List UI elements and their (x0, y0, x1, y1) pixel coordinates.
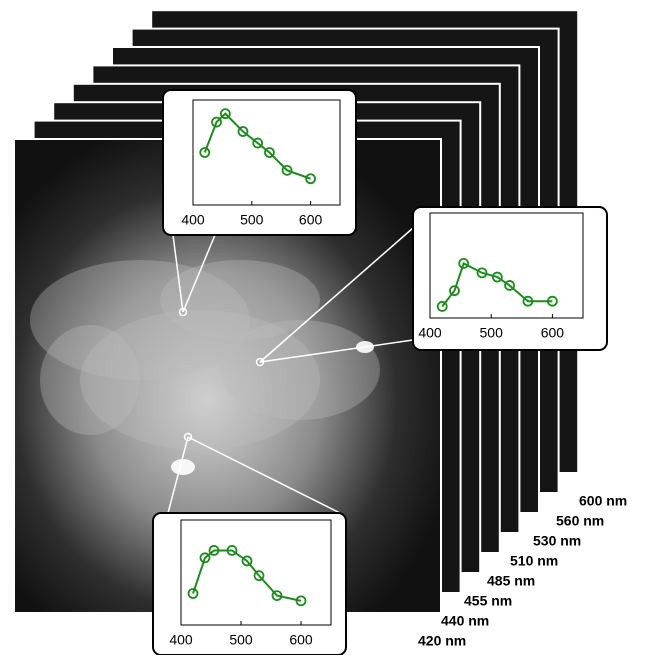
layer-label: 485 nm (487, 573, 535, 589)
layer-label: 510 nm (510, 553, 558, 569)
x-tick-label: 400 (181, 212, 205, 228)
leader-line (187, 436, 341, 514)
spectrum-point (271, 590, 283, 601)
spectrum-point (219, 108, 231, 120)
layer-label: 440 nm (441, 613, 489, 629)
leader-line (259, 339, 414, 363)
roi-marker (183, 432, 193, 442)
spectrum-point (491, 271, 503, 283)
spectrum-point (504, 280, 515, 291)
spectrum-point (241, 555, 253, 567)
x-tick-label: 600 (299, 212, 323, 228)
spectrum-point (226, 545, 238, 556)
spectrum-point (237, 126, 249, 137)
tissue (80, 310, 320, 450)
spectrum-point (547, 295, 558, 307)
plot-area (429, 212, 584, 319)
insets: 400 500 600 400 500 600 400 500 600 (152, 89, 608, 656)
spectrum-point (264, 147, 275, 158)
tissue (160, 260, 320, 340)
layer-label: 560 nm (556, 513, 604, 529)
spectrum-point (458, 257, 470, 269)
spectrum-point (199, 552, 211, 564)
image-stack: 600 nm 560 nm 530 nm 510 nm 485 nm 455 nm 440 … (13, 9, 627, 649)
spectrum-point (253, 570, 265, 582)
tissue (30, 260, 250, 380)
leader-line (167, 436, 189, 514)
spectrum-point (199, 147, 211, 158)
tissue (220, 320, 380, 420)
leader-line (182, 234, 216, 313)
leader-line (172, 234, 184, 313)
spectrum-point (436, 301, 448, 312)
x-tick-label: 500 (240, 212, 264, 228)
spectrum-point (281, 164, 293, 176)
spectrum-point (305, 173, 317, 185)
spectrum-point (208, 545, 220, 556)
spectrum-point (295, 595, 307, 607)
spectrum-point (252, 137, 264, 149)
layer-label: 600 nm (579, 493, 627, 509)
spectrum-point (476, 267, 488, 279)
plot-area (192, 99, 341, 206)
x-tick-label: 400 (418, 325, 442, 341)
spectrum-point (522, 295, 534, 307)
roi-marker (178, 307, 188, 317)
tissue (40, 325, 140, 435)
spectrum-point (187, 588, 199, 599)
spectrum-point (211, 116, 222, 128)
highlight (171, 459, 195, 475)
roi-marker (255, 357, 265, 367)
layer-label: 530 nm (533, 533, 581, 549)
x-tick-label: 600 (289, 632, 313, 648)
x-tick-label: 600 (541, 325, 565, 341)
layer-label: 420 nm (418, 633, 466, 649)
x-tick-label: 400 (169, 632, 193, 648)
x-tick-label: 500 (229, 632, 253, 648)
x-tick-label: 500 (480, 325, 504, 341)
leader-line (259, 227, 414, 363)
layer-label: 455 nm (464, 593, 512, 609)
spectrum-point (449, 285, 460, 297)
